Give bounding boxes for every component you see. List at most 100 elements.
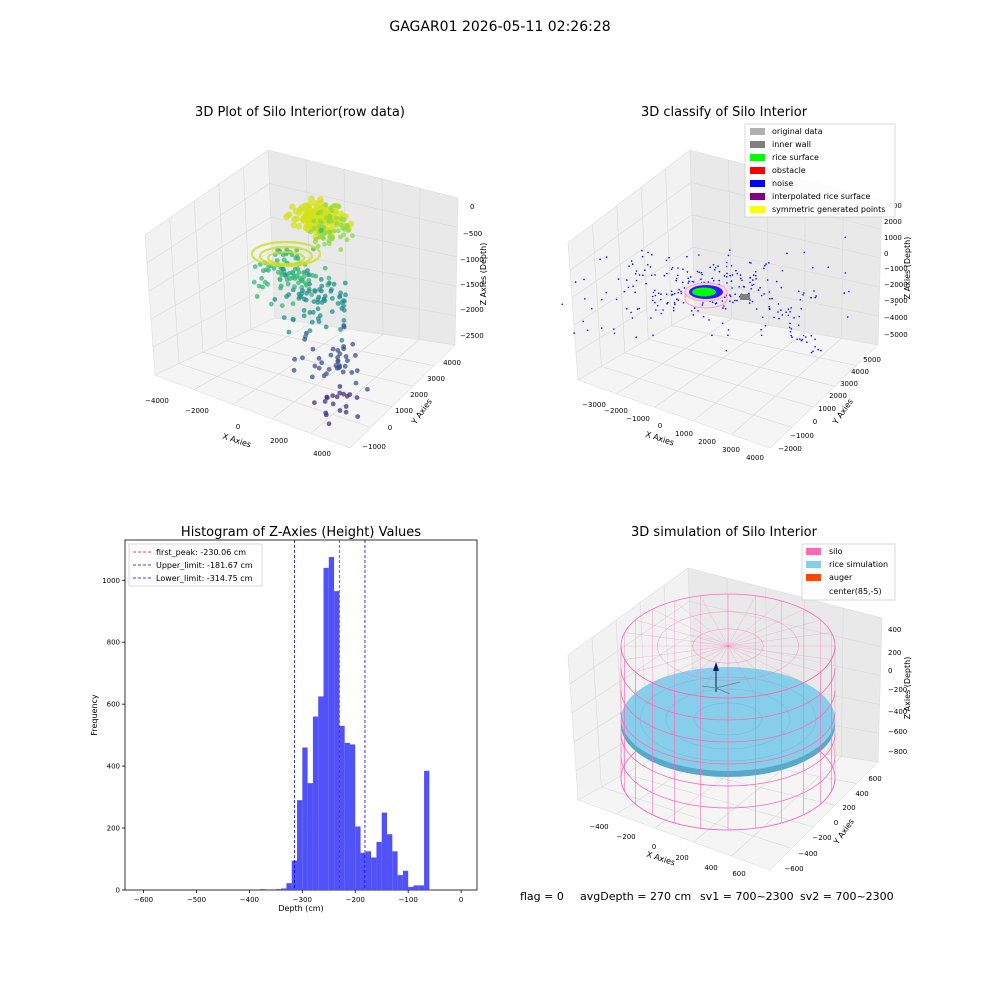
raw-scatter-point (289, 203, 296, 210)
noise-point (760, 294, 763, 297)
noise-point (600, 327, 603, 330)
noise-point (698, 271, 701, 274)
classify-z-tick: 1000 (884, 234, 902, 242)
histogram-y-tick: 0 (116, 887, 120, 895)
silo-wireframe (620, 593, 836, 831)
histogram-bar (318, 696, 324, 890)
noise-point (727, 254, 730, 257)
raw-scatter-y-ticks: −1000 0 1000 2000 3000 4000 (362, 359, 461, 451)
noise-point (672, 309, 675, 312)
silo-wire-radial (652, 645, 729, 683)
silo-wire-ring (620, 711, 836, 765)
status-avg-depth: avgDepth = 270 cm (580, 890, 691, 903)
raw-scatter-point (365, 386, 370, 392)
raw-scatter-z-ticks: 0 −500 −1000 −1500 −2000 −2500 (460, 203, 484, 340)
raw-scatter-point (291, 215, 298, 223)
raw-x-tick: 0 (236, 423, 240, 431)
noise-point (802, 294, 804, 296)
raw-z-tick: −2000 (460, 306, 484, 314)
raw-scatter-point (271, 265, 277, 271)
sim-x-tick: 600 (732, 870, 745, 878)
raw-scatter-point (291, 367, 297, 373)
noise-point (561, 303, 563, 306)
histogram-x-tick: −200 (346, 896, 365, 904)
raw-scatter-point (278, 283, 284, 289)
raw-scatter-point (336, 204, 342, 209)
noise-point (729, 300, 731, 303)
raw-scatter-point (287, 276, 293, 282)
silo-wire-ring (620, 689, 836, 743)
noise-point (790, 307, 792, 309)
noise-point (740, 277, 742, 280)
sim-y-tick: 200 (842, 804, 855, 812)
histogram-bar (286, 883, 292, 890)
noise-point (649, 266, 652, 268)
raw-scatter-point (260, 268, 266, 274)
noise-point (632, 285, 634, 288)
raw-scatter-point (292, 356, 297, 362)
raw-scatter-point (342, 280, 348, 286)
noise-point (789, 311, 791, 313)
raw-scatter-point (342, 298, 347, 304)
raw-scatter-point (323, 410, 329, 416)
histogram-bar (355, 826, 361, 890)
raw-scatter-point (282, 272, 288, 278)
noise-point (798, 290, 800, 293)
noise-point (748, 302, 751, 305)
raw-scatter-point (265, 281, 270, 287)
sim-x-tick: −400 (589, 823, 608, 831)
sim-x-tick: −200 (616, 833, 635, 841)
raw-scatter-point (343, 292, 348, 298)
noise-point (682, 281, 684, 284)
simulation-y-ticks: −600 −400 −200 0 200 400 600 (784, 775, 881, 873)
noise-point (672, 307, 675, 309)
raw-scatter-point (321, 236, 326, 241)
noise-point (780, 286, 783, 289)
legend-label-interpolated: interpolated rice surface (772, 192, 870, 201)
noise-point (729, 249, 731, 251)
noise-point (844, 236, 847, 239)
noise-point (775, 280, 778, 283)
noise-point (732, 301, 734, 304)
noise-point (789, 322, 791, 325)
raw-y-tick: 1000 (395, 407, 413, 415)
noise-point (605, 256, 608, 258)
silo-wire-radial (727, 609, 804, 647)
raw-scatter-point (254, 294, 260, 299)
noise-point (599, 258, 601, 261)
raw-scatter-point (309, 292, 315, 298)
noise-point (727, 334, 729, 337)
raw-scatter-point (304, 290, 309, 296)
silo-wire-radial (727, 645, 756, 697)
histogram-bar (387, 834, 393, 890)
noise-point (690, 310, 693, 312)
histogram-bar (344, 742, 350, 890)
noise-point (793, 317, 795, 319)
classify-z-axis-label: Z Axies (Depth) (903, 237, 912, 300)
noise-point (582, 320, 584, 323)
raw-scatter-point (315, 300, 321, 305)
histogram-bars (259, 557, 430, 890)
classify-x-tick: −1000 (626, 415, 650, 423)
noise-point (634, 272, 637, 275)
legend-label-noise: noise (772, 179, 793, 188)
silo-wire-radial (727, 619, 821, 647)
noise-point (749, 281, 751, 284)
histogram-bar (397, 875, 403, 890)
legend-label-original: original data (772, 127, 823, 136)
status-sv2: sv2 = 700~2300 (800, 890, 894, 903)
classify-y-tick: 5000 (863, 356, 881, 364)
noise-point (790, 334, 792, 337)
noise-point (749, 276, 752, 279)
silo-wire-radial (727, 645, 782, 692)
noise-point (725, 275, 728, 278)
noise-point (743, 286, 746, 288)
histogram-y-tick: 400 (107, 763, 120, 771)
raw-scatter-point (332, 228, 337, 234)
noise-point (817, 348, 819, 351)
simulation-title: 3D simulation of Silo Interior (631, 525, 818, 540)
noise-point (662, 309, 664, 311)
raw-scatter-point (304, 212, 311, 220)
simulation-legend: silo rice simulation auger center(85,-5) (801, 543, 896, 601)
classify-z-tick: −5000 (884, 331, 908, 339)
